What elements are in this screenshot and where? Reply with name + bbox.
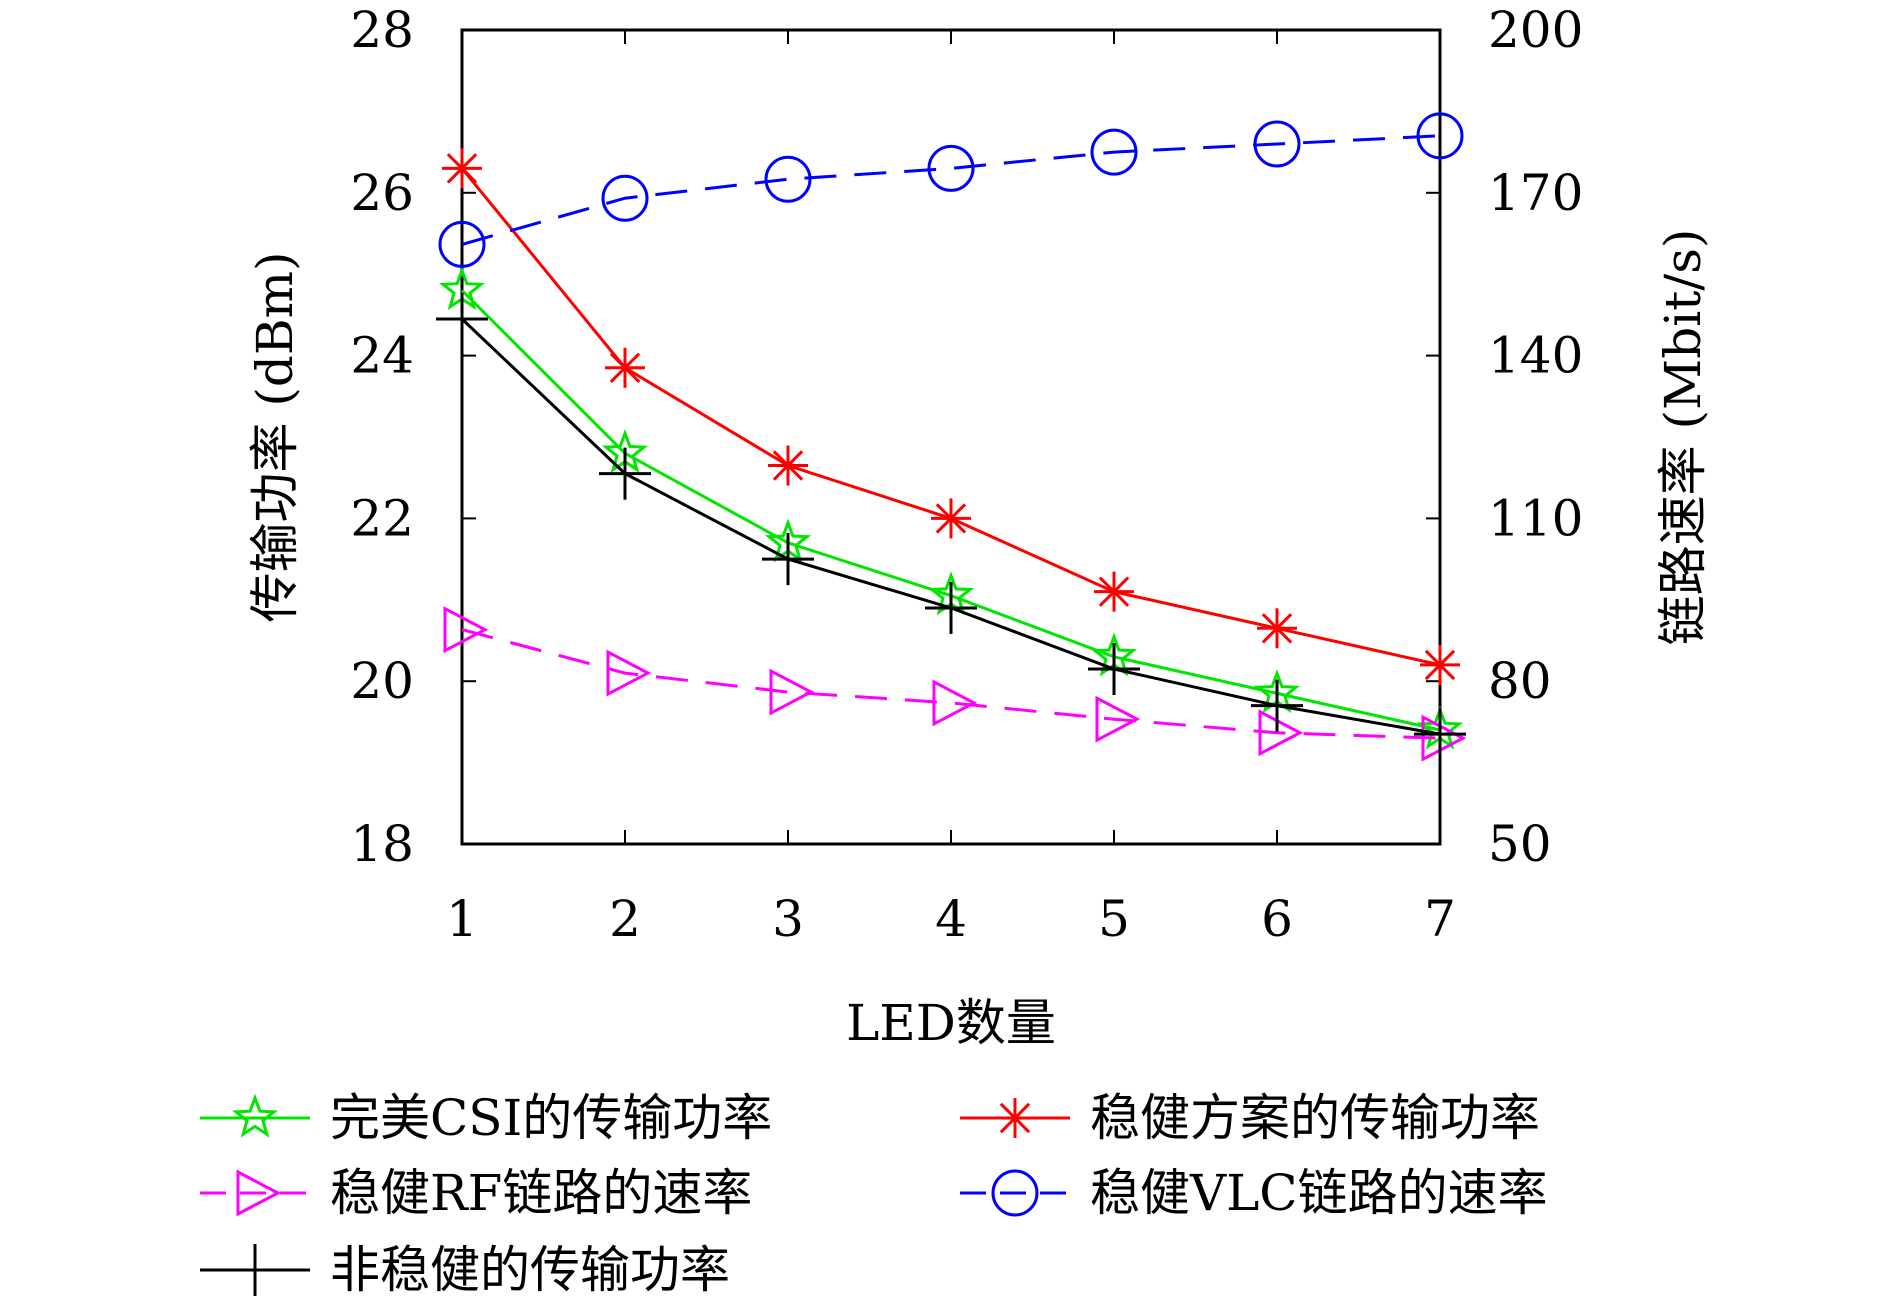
- x-tick-label: 1: [446, 890, 478, 948]
- y-tick-label: 26: [350, 164, 414, 222]
- data-point: [1257, 608, 1297, 649]
- y-tick-label: 20: [350, 652, 414, 710]
- legend-entry: 非稳健的传输功率: [200, 1241, 730, 1299]
- data-point: [229, 1244, 281, 1296]
- data-point: [1253, 120, 1301, 168]
- data-point: [1088, 642, 1140, 695]
- data-point: [1090, 128, 1138, 176]
- series-line: [461, 628, 1441, 740]
- x-tick-label: 3: [772, 890, 804, 948]
- data-point: [991, 1169, 1039, 1217]
- y-tick-label: 22: [350, 489, 414, 547]
- data-point: [931, 498, 971, 539]
- y2-tick-label: 50: [1488, 815, 1552, 873]
- y2-tick-label: 170: [1488, 164, 1583, 222]
- legend-label: 稳健RF链路的速率: [330, 1164, 752, 1222]
- legend-label: 非稳健的传输功率: [330, 1241, 730, 1299]
- y-tick-label: 24: [350, 327, 414, 385]
- legend-entry: 完美CSI的传输功率: [200, 1089, 772, 1147]
- data-point: [231, 1093, 279, 1138]
- series-circle: [438, 112, 1464, 268]
- data-point: [1094, 571, 1134, 612]
- data-point: [1251, 679, 1303, 732]
- data-point: [1258, 709, 1304, 757]
- data-point: [236, 1169, 282, 1217]
- legend-entry: 稳健VLC链路的速率: [960, 1164, 1548, 1222]
- series-plus: [436, 292, 1466, 761]
- data-point: [764, 155, 812, 203]
- x-axis-title: LED数量: [846, 994, 1056, 1052]
- data-point: [601, 174, 649, 222]
- series-layer: [436, 112, 1467, 762]
- legend-label: 完美CSI的传输功率: [330, 1089, 772, 1147]
- data-point: [1420, 644, 1460, 685]
- y2-tick-label: 200: [1488, 1, 1583, 59]
- data-point: [925, 581, 977, 634]
- x-tick-label: 5: [1098, 890, 1130, 948]
- series-line: [461, 134, 1441, 246]
- data-point: [599, 447, 651, 500]
- data-point: [769, 668, 815, 716]
- legend-entry: 稳健方案的传输功率: [960, 1089, 1540, 1147]
- data-point: [768, 445, 808, 486]
- data-point: [606, 649, 652, 697]
- series-triangle-right: [443, 606, 1467, 762]
- data-point: [1095, 695, 1141, 743]
- y-tick-label: 18: [350, 815, 414, 873]
- data-point: [1421, 714, 1467, 762]
- y2-axis-title: 链路速率 (Mbit/s): [1654, 229, 1712, 646]
- x-tick-label: 7: [1424, 890, 1456, 948]
- data-point: [762, 533, 814, 586]
- data-point: [436, 292, 488, 345]
- y2-tick-label: 110: [1488, 489, 1583, 547]
- data-point: [438, 220, 486, 268]
- data-point: [443, 606, 489, 654]
- legend-entry: 稳健RF链路的速率: [200, 1164, 752, 1222]
- y-tick-label: 28: [350, 1, 414, 59]
- x-tick-label: 4: [935, 890, 967, 948]
- data-point: [995, 1098, 1035, 1138]
- data-point: [442, 148, 482, 189]
- y2-tick-label: 140: [1488, 327, 1583, 385]
- ticks: 1 2 3 4 5 6 7 18 20 22 24 26 28 50 80 110 140 170 200: [350, 1, 1583, 948]
- legend-label: 稳健VLC链路的速率: [1090, 1164, 1548, 1222]
- series-asterisk: [442, 148, 1460, 685]
- data-point: [605, 347, 645, 388]
- x-tick-label: 6: [1261, 890, 1293, 948]
- data-point: [1414, 708, 1466, 761]
- data-point: [927, 144, 975, 192]
- data-point: [932, 679, 978, 727]
- x-tick-label: 2: [609, 890, 641, 948]
- y2-tick-label: 80: [1488, 652, 1552, 710]
- legend-label: 稳健方案的传输功率: [1090, 1089, 1540, 1147]
- data-point: [1416, 112, 1464, 160]
- y-axis-title: 传输功率 (dBm): [246, 251, 304, 622]
